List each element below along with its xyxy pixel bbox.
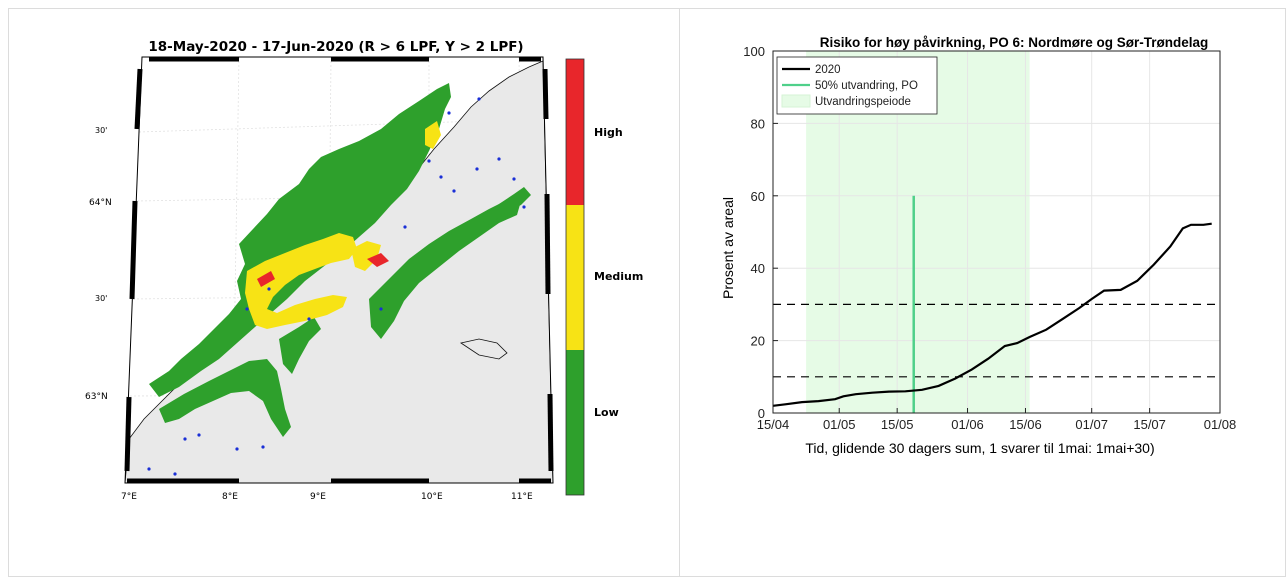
axes: 15/04 01/05 15/05 01/06 15/06 01/07 15/07 01/08…	[743, 44, 1236, 432]
y-tick-label: 20	[751, 334, 765, 349]
x-tick-label: 01/08	[1204, 417, 1237, 432]
y-tick-label: 100	[743, 44, 765, 59]
fjord-arm-mid	[279, 317, 321, 374]
x-tick-label: 15/04	[757, 417, 790, 432]
colorbar-high	[566, 59, 584, 205]
x-tick-label: 15/06	[1009, 417, 1042, 432]
risk-map: 18-May-2020 - 17-Jun-2020 (R > 6 LPF, Y …	[85, 39, 643, 502]
fjord-arm-north	[479, 187, 531, 225]
legend-label: 2020	[815, 64, 841, 76]
map-content	[125, 57, 553, 483]
y-tick-label: 80	[751, 116, 765, 131]
x-tick-label: 01/06	[951, 417, 984, 432]
low-risk-zone	[149, 83, 451, 397]
x-tick-label: 15/05	[881, 417, 914, 432]
medium-risk-zone-3	[425, 121, 441, 149]
axes-box	[772, 50, 1221, 414]
lat-tick-4: 63°N	[85, 392, 108, 402]
lon-tick-3: 9°E	[310, 492, 326, 502]
map-title: 18-May-2020 - 17-Jun-2020 (R > 6 LPF, Y …	[148, 39, 523, 55]
map-panel: 18-May-2020 - 17-Jun-2020 (R > 6 LPF, Y …	[8, 8, 680, 577]
high-risk-zone	[367, 253, 389, 267]
lon-tick-1: 7°E	[121, 492, 137, 502]
colorbar-low	[566, 350, 584, 495]
legend: 2020 50% utvandring, PO Utvandringspeiode	[776, 56, 938, 115]
legend-label: Utvandringspeiode	[815, 96, 911, 108]
lon-tick-2: 8°E	[222, 492, 238, 502]
fjord-arm-east	[369, 199, 521, 339]
medium-risk-zone-2	[351, 241, 381, 271]
lat-tick-3: 30'	[95, 294, 107, 303]
lon-tick-5: 11°E	[511, 492, 533, 502]
x-tick-label: 01/05	[823, 417, 856, 432]
lat-tick-2: 64°N	[89, 198, 112, 208]
colorbar-medium	[566, 205, 584, 350]
fish-farm-markers	[147, 97, 526, 476]
x-tick-label: 01/07	[1075, 417, 1108, 432]
y-axis-label: Prosent av areal	[720, 197, 736, 299]
map-frame-ticks	[124, 56, 554, 484]
colorbar-label-low: Low	[594, 406, 619, 419]
medium-risk-zone	[245, 233, 357, 329]
lat-tick-1: 30'	[95, 126, 107, 135]
lon-tick-4: 10°E	[421, 492, 443, 502]
legend-swatch	[781, 94, 811, 108]
y-tick-label: 60	[751, 189, 765, 204]
y-tick-label: 0	[758, 406, 765, 421]
x-tick-label: 15/07	[1133, 417, 1166, 432]
colorbar: High Medium Low	[565, 58, 643, 496]
colorbar-label-medium: Medium	[594, 270, 643, 283]
line-chart-panel: Risiko for høy påvirkning, PO 6: Nordmør…	[680, 8, 1286, 577]
colorbar-label-high: High	[594, 126, 623, 139]
line-chart-title: Risiko for høy påvirkning, PO 6: Nordmør…	[820, 35, 1209, 50]
y-tick-label: 40	[751, 261, 765, 276]
x-axis-label: Tid, glidende 30 dagers sum, 1 svarer ti…	[805, 440, 1154, 456]
legend-label: 50% utvandring, PO	[815, 80, 918, 92]
series-2020-line	[772, 222, 1212, 407]
line-chart: Risiko for høy påvirkning, PO 6: Nordmør…	[720, 35, 1236, 456]
high-risk-zone-2	[257, 271, 275, 287]
fjord-arm-south	[159, 359, 291, 437]
inland-lake	[459, 338, 508, 360]
